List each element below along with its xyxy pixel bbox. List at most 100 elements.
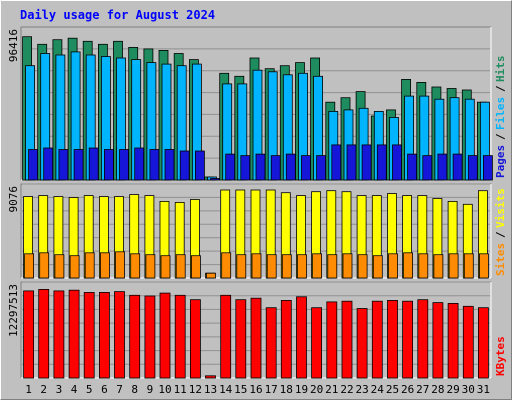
day-label-27: 27 (416, 383, 429, 396)
bar-kbytes-day-25 (387, 299, 398, 379)
bar-sites-day-5 (84, 252, 95, 279)
bar-pages-day-1 (28, 149, 39, 181)
bar-pages-day-16 (255, 153, 266, 181)
day-label-29: 29 (446, 383, 459, 396)
legend-hits: Hits (494, 56, 507, 83)
bar-kbytes-day-28 (432, 302, 444, 379)
bar-kbytes-day-29 (447, 302, 459, 379)
bar-pages-day-5 (88, 147, 99, 181)
bar-kbytes-day-19 (296, 296, 307, 379)
panel-kbytes-max-label: 12297513 (7, 284, 20, 337)
bar-sites-day-20 (312, 253, 323, 279)
day-label-10: 10 (158, 383, 171, 396)
panels-layer: 96416Pages/Files/Hits9076Sites/Visits122… (7, 26, 507, 396)
bar-sites-day-23 (357, 254, 368, 279)
bar-sites-day-17 (266, 254, 277, 279)
legend-visits: Visits (494, 188, 507, 228)
bar-kbytes-day-11 (174, 294, 186, 379)
bar-kbytes-day-3 (53, 290, 65, 379)
day-label-28: 28 (431, 383, 444, 396)
bar-kbytes-day-27 (417, 299, 429, 379)
bar-sites-day-4 (69, 255, 80, 279)
bar-pages-day-26 (407, 153, 418, 181)
bar-kbytes-day-20 (311, 307, 323, 379)
bar-pages-day-3 (58, 149, 69, 181)
day-label-17: 17 (265, 383, 278, 396)
day-label-4: 4 (71, 383, 78, 396)
bar-kbytes-day-1 (23, 290, 35, 379)
bar-kbytes-day-2 (38, 288, 50, 379)
bar-sites-day-6 (100, 252, 110, 279)
bar-pages-day-12 (194, 150, 205, 181)
day-label-26: 26 (401, 383, 414, 396)
bar-pages-day-23 (361, 144, 372, 181)
day-label-3: 3 (56, 383, 63, 396)
day-label-18: 18 (280, 383, 293, 396)
day-label-6: 6 (101, 383, 108, 396)
bar-sites-day-8 (130, 253, 141, 279)
bar-pages-day-24 (376, 144, 387, 181)
bar-kbytes-day-18 (280, 299, 292, 379)
day-label-19: 19 (295, 383, 308, 396)
chart-title: Daily usage for August 2024 (20, 8, 215, 22)
bar-pages-day-9 (149, 149, 160, 181)
bar-kbytes-day-5 (83, 291, 95, 379)
bar-pages-day-25 (392, 144, 402, 181)
bar-kbytes-day-14 (220, 294, 232, 379)
bar-pages-day-14 (225, 153, 236, 181)
bar-sites-day-29 (448, 253, 459, 279)
legend-separator: / (494, 85, 507, 92)
bar-sites-day-18 (281, 254, 292, 279)
day-label-22: 22 (340, 383, 353, 396)
day-label-14: 14 (219, 383, 233, 396)
bar-kbytes-day-4 (68, 289, 80, 379)
bar-sites-day-25 (388, 253, 398, 279)
bar-pages-day-7 (119, 149, 129, 181)
day-label-8: 8 (131, 383, 138, 396)
bar-kbytes-day-26 (402, 300, 414, 379)
bar-kbytes-day-23 (356, 308, 368, 379)
bar-pages-day-28 (437, 153, 448, 181)
bar-pages-day-22 (346, 144, 357, 181)
bar-kbytes-day-9 (144, 295, 156, 379)
bar-sites-day-10 (160, 255, 171, 279)
bar-sites-day-12 (190, 255, 201, 279)
bar-kbytes-day-12 (189, 299, 201, 379)
day-label-25: 25 (386, 383, 399, 396)
day-label-9: 9 (147, 383, 154, 396)
bar-kbytes-day-17 (265, 307, 277, 379)
day-label-5: 5 (86, 383, 93, 396)
panel-sites_visits-max-label: 9076 (7, 186, 20, 213)
bar-sites-day-22 (342, 253, 353, 279)
bar-pages-day-18 (285, 153, 296, 181)
bar-kbytes-day-6 (99, 291, 110, 379)
bar-kbytes-day-22 (341, 300, 353, 379)
bar-kbytes-day-21 (326, 301, 338, 379)
bar-pages-day-11 (179, 150, 190, 181)
legend-sites: Sites (494, 243, 507, 276)
bar-sites-day-16 (251, 253, 262, 279)
bar-pages-day-17 (270, 155, 281, 181)
bar-kbytes-day-15 (235, 299, 247, 379)
bar-sites-day-15 (236, 254, 247, 279)
bar-pages-day-30 (467, 155, 478, 181)
day-label-7: 7 (116, 383, 123, 396)
bar-kbytes-day-7 (114, 291, 125, 379)
bar-sites-day-7 (115, 251, 125, 279)
day-label-24: 24 (371, 383, 385, 396)
day-label-15: 15 (234, 383, 247, 396)
legend-pages: Pages (494, 145, 507, 178)
day-label-11: 11 (174, 383, 187, 396)
bar-sites-day-30 (463, 253, 474, 279)
bar-pages-day-13 (210, 178, 220, 181)
bar-sites-day-2 (39, 252, 50, 279)
bar-sites-day-21 (327, 254, 338, 279)
bar-sites-day-27 (418, 253, 429, 279)
bar-sites-day-19 (297, 254, 307, 279)
bar-pages-day-29 (452, 153, 463, 181)
bar-sites-day-14 (221, 252, 232, 279)
bar-kbytes-day-16 (250, 297, 262, 379)
bar-pages-day-20 (316, 155, 327, 181)
